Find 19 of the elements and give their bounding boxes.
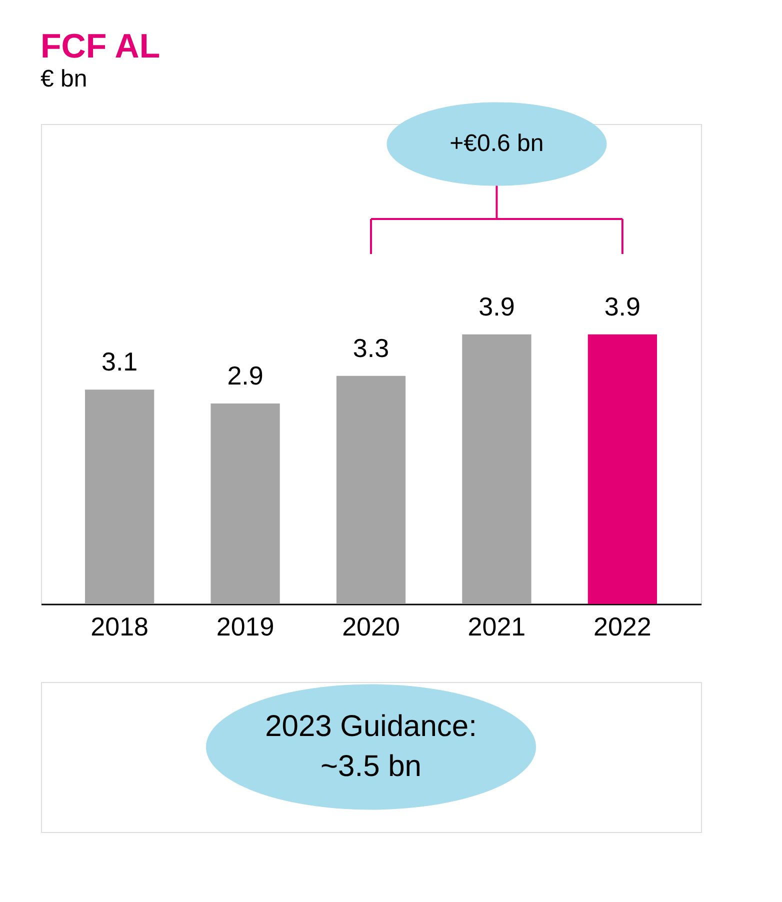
chart-title: FCF AL [40,28,160,66]
x-tick-label: 2018 [90,612,148,642]
x-tick-label: 2022 [594,612,652,642]
x-tick-label: 2021 [468,612,526,642]
bar [462,334,532,604]
text: +€0.6 bn [450,130,544,157]
bar [210,403,280,604]
bar [85,390,154,604]
data-label: 3.9 [478,291,515,322]
x-tick-label: 2019 [216,612,274,642]
data-label: 3.1 [101,346,138,377]
data-label: 3.3 [352,332,390,363]
text: 2023 Guidance: ~3.5 bn [265,710,477,783]
x-tick-label: 2020 [342,612,400,642]
chart-subtitle: € bn [40,66,88,93]
data-label: 3.9 [604,291,641,322]
bar [336,376,406,604]
bar [588,334,657,604]
data-label: 2.9 [227,360,264,390]
